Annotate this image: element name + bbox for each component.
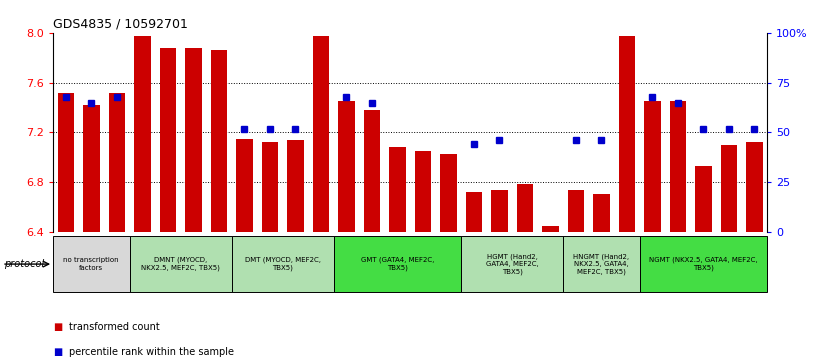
Text: percentile rank within the sample: percentile rank within the sample [69, 347, 234, 357]
Bar [159, 48, 176, 232]
Bar [461, 236, 563, 292]
Bar [644, 101, 661, 232]
Bar [542, 226, 559, 232]
Bar [389, 147, 406, 232]
Bar [593, 193, 610, 232]
Bar [134, 36, 151, 232]
Text: ■: ■ [53, 322, 62, 332]
Bar [619, 36, 635, 232]
Bar [669, 101, 686, 232]
Bar [109, 93, 125, 232]
Text: HGMT (Hand2,
GATA4, MEF2C,
TBX5): HGMT (Hand2, GATA4, MEF2C, TBX5) [486, 253, 539, 275]
Bar [287, 140, 304, 232]
Bar [491, 190, 508, 232]
Text: NGMT (NKX2.5, GATA4, MEF2C,
TBX5): NGMT (NKX2.5, GATA4, MEF2C, TBX5) [649, 257, 757, 271]
Bar [563, 236, 640, 292]
Bar [338, 101, 355, 232]
Bar [567, 190, 584, 232]
Bar [232, 236, 334, 292]
Bar [721, 145, 737, 232]
Bar [746, 142, 763, 232]
Bar [53, 236, 130, 292]
Text: HNGMT (Hand2,
NKX2.5, GATA4,
MEF2C, TBX5): HNGMT (Hand2, NKX2.5, GATA4, MEF2C, TBX5… [573, 253, 629, 275]
Bar [695, 166, 712, 232]
Text: transformed count: transformed count [69, 322, 160, 332]
Bar [465, 192, 482, 232]
Text: GDS4835 / 10592701: GDS4835 / 10592701 [53, 17, 188, 30]
Bar [415, 151, 431, 232]
Bar [236, 139, 253, 232]
Text: DMNT (MYOCD,
NKX2.5, MEF2C, TBX5): DMNT (MYOCD, NKX2.5, MEF2C, TBX5) [141, 257, 220, 271]
Bar [517, 184, 533, 232]
Bar [363, 110, 380, 232]
Bar [640, 236, 767, 292]
Text: GMT (GATA4, MEF2C,
TBX5): GMT (GATA4, MEF2C, TBX5) [361, 257, 434, 271]
Text: ■: ■ [53, 347, 62, 357]
Bar [185, 48, 202, 232]
Bar [57, 93, 74, 232]
Text: DMT (MYOCD, MEF2C,
TBX5): DMT (MYOCD, MEF2C, TBX5) [245, 257, 321, 271]
Bar [334, 236, 461, 292]
Text: no transcription
factors: no transcription factors [64, 257, 119, 271]
Bar [211, 50, 227, 232]
Text: protocol: protocol [4, 259, 44, 269]
Bar [83, 105, 100, 232]
Bar [440, 154, 457, 232]
Bar [261, 142, 278, 232]
Bar [130, 236, 232, 292]
Bar [313, 36, 329, 232]
